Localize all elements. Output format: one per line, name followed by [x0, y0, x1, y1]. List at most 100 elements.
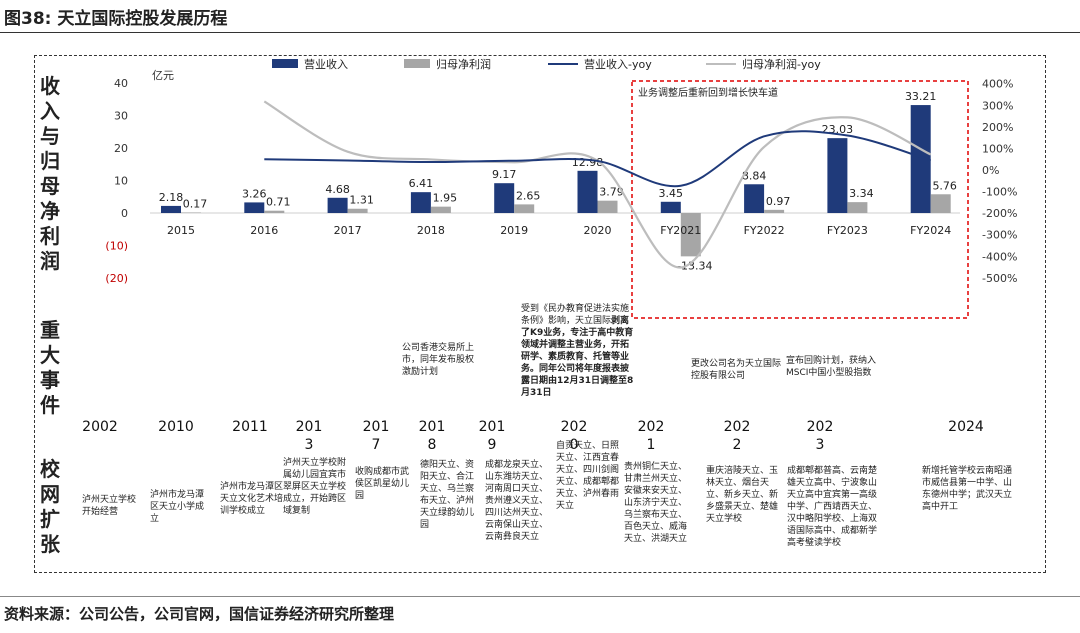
section-label-char: 收: [40, 74, 60, 98]
bar-revenue: [494, 183, 515, 213]
bar-net-profit-label: 3.79: [599, 186, 624, 199]
bar-revenue-label: 6.41: [409, 177, 434, 190]
bar-net-profit: [514, 204, 535, 213]
right-tick-label: -100%: [982, 186, 1017, 199]
bar-revenue: [744, 184, 765, 213]
section-label-char: 重: [40, 318, 60, 342]
section-label-char: 净: [40, 199, 60, 223]
bar-net-profit: [264, 210, 285, 213]
bar-net-profit-label: 0.17: [183, 197, 208, 210]
bar-net-profit: [347, 208, 368, 213]
bar-net-profit: [764, 209, 785, 213]
section-label-char: 网: [40, 482, 60, 506]
section-label-char: 大: [40, 343, 60, 367]
left-tick-label: 10: [114, 175, 128, 188]
right-tick-label: 200%: [982, 121, 1013, 134]
legend-label: 归母净利润-yoy: [742, 57, 821, 71]
right-tick-label: 100%: [982, 142, 1013, 155]
bar-revenue: [244, 202, 265, 213]
category-label: FY2021: [660, 224, 701, 237]
school-expansion-entry: 泸州天立学校 开始经营: [82, 495, 137, 517]
category-label: 2018: [417, 224, 445, 237]
left-tick-label: 0: [121, 207, 128, 220]
bar-revenue-label: 2.18: [159, 191, 184, 204]
section-label-char: 件: [40, 393, 60, 417]
category-label: FY2023: [827, 224, 868, 237]
right-tick-label: -200%: [982, 207, 1017, 220]
section-label-char: 校: [40, 457, 60, 481]
line-revenue-yoy: [264, 130, 931, 188]
page-title: 图38: 天立国际控股发展历程: [4, 9, 228, 29]
bar-net-profit-label: -13.34: [677, 259, 712, 272]
bar-revenue-label: 3.26: [242, 187, 267, 200]
timeline-year: 2010: [158, 419, 194, 435]
bar-net-profit-label: 5.76: [932, 179, 957, 192]
school-expansion-entry: 德阳天立、资阳天立、合江天立、乌兰察布天立、泸州天立绿韵幼儿园: [420, 460, 475, 530]
event-policy: 受到《民办教育促进法实施条例》影响，天立国际剥离了K9业务，专注于高中教育领域并…: [521, 303, 635, 399]
timeline-year: 201 7: [362, 419, 390, 453]
bar-revenue: [660, 201, 681, 213]
event-policy-text: 受到《民办教育促进法实施条例》影响，天立国际: [521, 304, 630, 326]
line-net-profit-yoy: [263, 100, 932, 269]
school-expansion-entry: 成都郫都普高、云南楚雄天立高中、宁波象山天立高中宜宾第一高级中学、广西靖西天立、…: [787, 466, 878, 548]
section-label-schools: 校网扩张: [34, 457, 66, 557]
school-expansion-entry: 泸州市龙马潭区天立文化艺术培训学校成立: [220, 482, 284, 516]
category-label: 2016: [250, 224, 278, 237]
legend-label: 营业收入: [304, 57, 348, 71]
bar-net-profit: [680, 213, 701, 257]
right-tick-label: -500%: [982, 272, 1017, 285]
bar-net-profit: [430, 206, 451, 213]
school-expansion-entry: 泸州市龙马潭区天立小学成立: [150, 490, 205, 524]
bar-revenue: [410, 192, 431, 213]
bar-revenue: [577, 170, 598, 213]
bar-net-profit: [930, 194, 951, 213]
timeline-year: 202 3: [806, 419, 834, 453]
category-label: 2017: [334, 224, 362, 237]
bar-net-profit-label: 1.31: [349, 194, 374, 207]
bar-net-profit: [181, 212, 201, 213]
bar-revenue: [910, 105, 931, 213]
chart-frame: [34, 55, 1046, 573]
event-buyback: 宣布回购计划，获纳入MSCI中国小型股指数: [786, 356, 877, 378]
section-label-char: 润: [40, 249, 60, 273]
section-label-events: 重大事件: [34, 318, 66, 418]
section-label-char: 事: [40, 368, 60, 392]
timeline-year: 201 8: [418, 419, 446, 453]
timeline-year: 202 0: [560, 419, 588, 453]
section-label-char: 归: [40, 149, 60, 173]
right-tick-label: -400%: [982, 250, 1017, 263]
left-tick-label: 40: [114, 77, 128, 90]
legend-swatch: [404, 59, 430, 68]
timeline-year: 202 2: [723, 419, 751, 453]
annotation-text: 业务调整后重新回到增长快车道: [638, 86, 778, 99]
school-expansion-entry: 成都龙泉天立、山东潍坊天立、河南周口天立、贵州遵义天立、四川达州天立、云南保山天…: [485, 460, 549, 542]
timeline-year: 2024: [948, 419, 984, 435]
bar-revenue: [161, 205, 181, 213]
timeline-year: 202 1: [637, 419, 665, 453]
bar-revenue-label: 33.21: [905, 90, 937, 103]
event-policy-bold: 剥离了K9业务，专注于高中教育领域并调整主营业务，开拓研学、素质教育、托管等业务…: [521, 316, 634, 398]
bar-net-profit-label: 2.65: [516, 189, 541, 202]
highlight-box: [631, 80, 969, 319]
bar-net-profit-label: 3.34: [849, 187, 874, 200]
bar-net-profit-label: 0.71: [266, 196, 291, 209]
section-label-char: 扩: [40, 507, 60, 531]
bar-net-profit: [847, 202, 868, 213]
legend-swatch: [272, 59, 298, 68]
left-tick-label: (10): [105, 240, 128, 253]
category-label: 2015: [167, 224, 195, 237]
category-label: 2019: [500, 224, 528, 237]
bar-revenue: [827, 138, 848, 213]
bar-revenue: [327, 197, 348, 213]
category-label: 2020: [584, 224, 612, 237]
school-expansion-entry: 自贡天立、日照天立、江西宜春天立、四川剑阁天立、成都郫都天立、泸州春雨天立: [556, 441, 620, 511]
event-ipo: 公司香港交易所上市，同年发布股权激励计划: [402, 343, 475, 377]
section-label-char: 母: [40, 174, 60, 198]
school-expansion-entry: 泸州天立学校附属幼儿园宜宾市翠屏区天立学校成立，开始跨区域复制: [283, 458, 347, 516]
timeline-year: 2011: [232, 419, 268, 435]
school-expansion-entry: 贵州铜仁天立、甘肃兰州天立、安徽来安天立、山东济宁天立、乌兰察布天立、百色天立、…: [624, 462, 688, 544]
title-divider: [0, 32, 1080, 33]
bar-revenue-label: 3.45: [659, 187, 684, 200]
bar-net-profit-label: 0.97: [766, 195, 791, 208]
